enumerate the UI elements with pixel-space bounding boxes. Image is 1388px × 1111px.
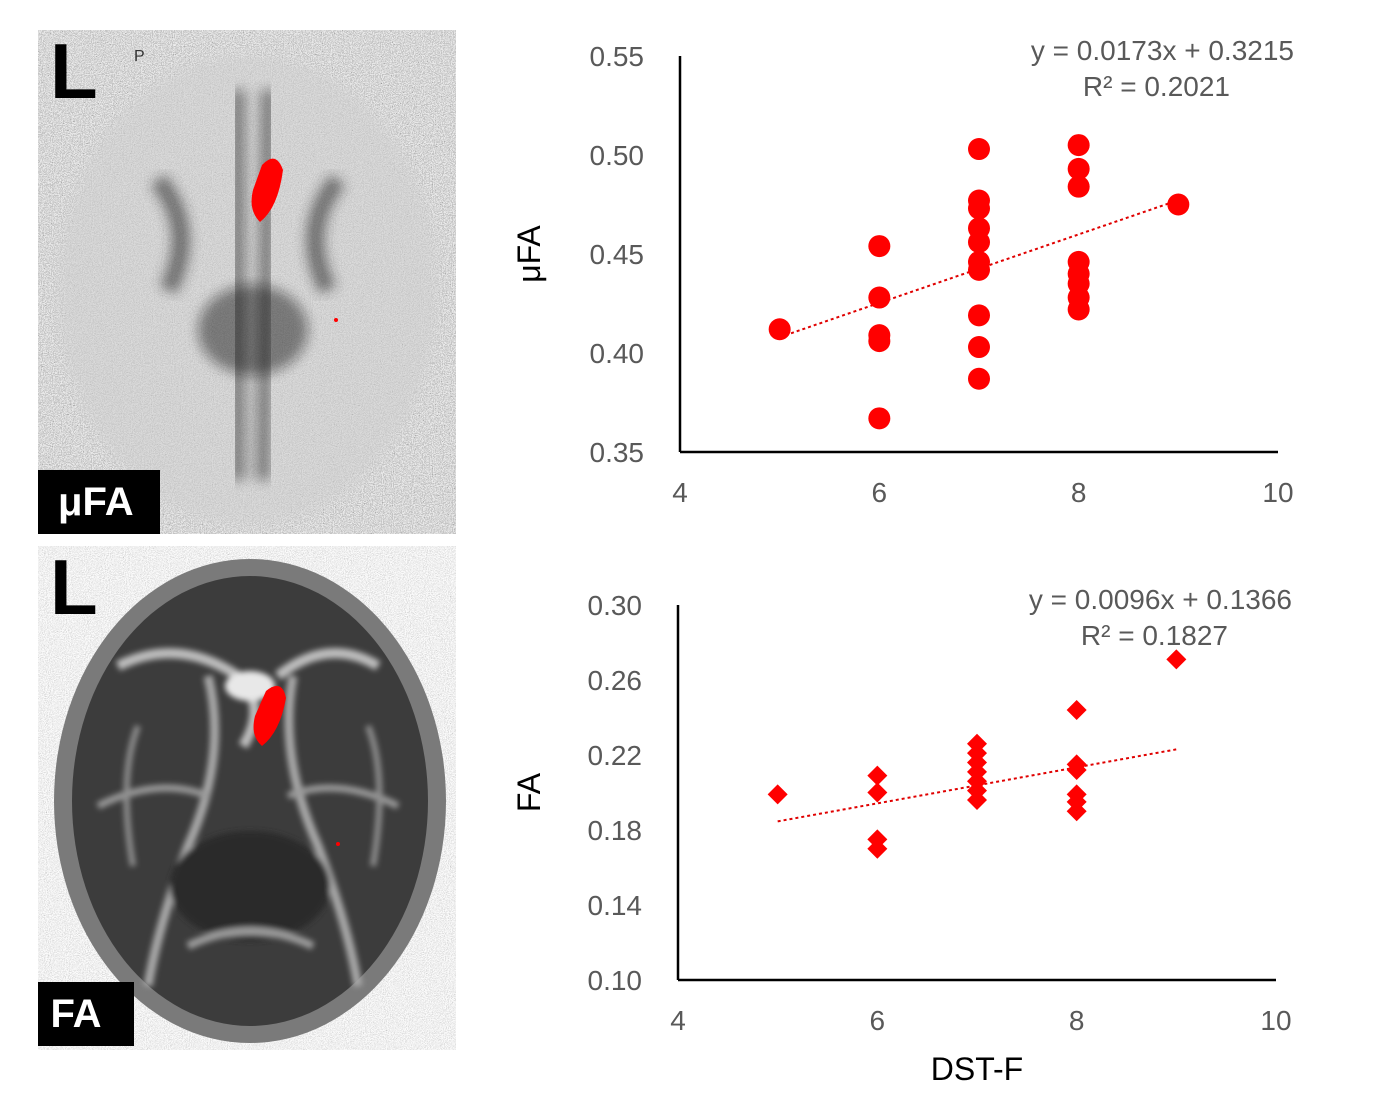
data-point xyxy=(1067,298,1090,321)
y-tick-label: 0.10 xyxy=(588,965,643,996)
left-orientation-label: L xyxy=(50,546,98,631)
trendline-equation: y = 0.0096x + 0.1366 xyxy=(1029,584,1292,615)
data-point xyxy=(968,336,990,359)
y-tick-label: 0.45 xyxy=(590,239,645,270)
data-point xyxy=(968,367,990,390)
data-point xyxy=(968,258,990,281)
y-tick-label: 0.35 xyxy=(590,437,645,468)
fa-brain-slice xyxy=(38,546,456,1050)
data-point xyxy=(768,318,791,341)
y-tick-label: 0.22 xyxy=(588,740,643,771)
mufa-brain-image: L P μFA xyxy=(38,30,456,534)
data-point xyxy=(1067,157,1090,180)
roi-highlight xyxy=(253,685,286,746)
data-point xyxy=(1067,175,1090,198)
data-point xyxy=(1066,801,1087,822)
x-tick-label: 10 xyxy=(1262,477,1293,508)
mufa-brain-slice xyxy=(38,30,456,534)
r-squared-label: R² = 0.1827 xyxy=(1081,620,1228,651)
x-tick-label: 6 xyxy=(872,477,888,508)
x-tick-label: 4 xyxy=(672,477,688,508)
data-point xyxy=(968,231,990,254)
x-axis-label: DST-F xyxy=(931,1051,1023,1087)
data-point xyxy=(867,782,888,803)
data-point xyxy=(1066,700,1087,720)
y-tick-label: 0.26 xyxy=(588,665,643,696)
left-orientation-label: L xyxy=(50,30,98,115)
roi-highlight xyxy=(251,158,283,222)
data-point xyxy=(1066,760,1087,780)
y-tick-label: 0.18 xyxy=(588,815,643,846)
y-tick-label: 0.30 xyxy=(588,590,643,621)
fa-map-label: FA xyxy=(38,982,134,1046)
x-tick-label: 10 xyxy=(1260,1005,1291,1036)
fa-brain-image: L FA xyxy=(38,546,456,1050)
data-point xyxy=(868,407,891,430)
data-point xyxy=(867,838,888,859)
trendline-equation: y = 0.0173x + 0.3215 xyxy=(1031,35,1294,66)
y-tick-label: 0.40 xyxy=(590,338,645,369)
data-point xyxy=(767,784,788,805)
data-point xyxy=(968,197,990,220)
posterior-mark: P xyxy=(134,48,145,65)
y-tick-label: 0.50 xyxy=(590,140,645,171)
y-tick-label: 0.55 xyxy=(590,41,645,72)
x-tick-label: 4 xyxy=(670,1005,686,1036)
data-point xyxy=(868,235,891,258)
data-point xyxy=(1067,134,1090,157)
x-tick-label: 8 xyxy=(1071,477,1087,508)
r-squared-label: R² = 0.2021 xyxy=(1083,71,1230,102)
data-point xyxy=(1166,649,1187,670)
data-point xyxy=(967,790,987,810)
mufa-map-label: μFA xyxy=(38,470,160,534)
y-axis-label: FA xyxy=(511,772,547,812)
scatter-plots: 0.35 0.40 0.45 0.50 0.55 4 6 8 10 μFA y = 0.0173x … xyxy=(511,35,1294,1087)
y-axis-label: μFA xyxy=(511,225,547,283)
data-point xyxy=(968,138,990,161)
x-tick-label: 8 xyxy=(1069,1005,1085,1036)
data-point xyxy=(968,304,990,327)
y-tick-label: 0.14 xyxy=(588,890,643,921)
data-point xyxy=(867,765,888,786)
trendline xyxy=(777,748,1177,823)
data-point xyxy=(868,330,891,353)
data-point xyxy=(868,286,891,309)
data-point xyxy=(1167,193,1190,216)
x-tick-label: 6 xyxy=(870,1005,886,1036)
